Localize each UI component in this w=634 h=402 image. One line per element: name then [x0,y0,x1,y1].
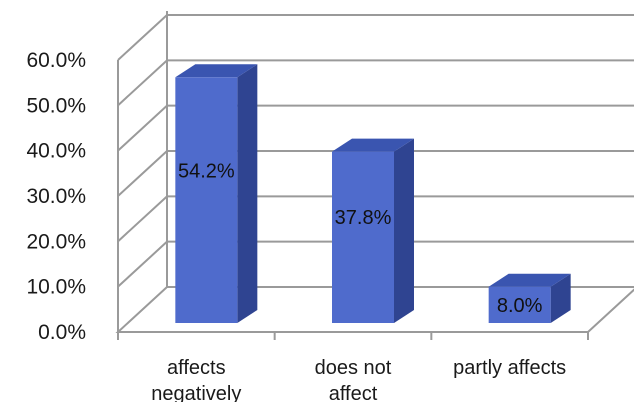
gridline-side [117,14,168,61]
x-category-label-line: partly affects [453,357,566,379]
data-labels: 54.2% 37.8% 8.0% [178,161,543,317]
x-category-label: partly affects [453,357,566,379]
gridline-side [117,104,168,152]
x-axis-category-labels: affects negatively does not affect partly af… [151,357,566,402]
x-category-label: does not affect [315,357,392,402]
y-tick-label: 10.0% [26,276,86,299]
bar-front [488,286,551,323]
y-tick-label: 60.0% [26,49,86,72]
bar-side [550,273,571,323]
bar-side [237,64,258,323]
gridline-side [117,240,168,288]
bar-top [488,273,571,287]
bar [175,64,258,323]
bar [488,273,571,323]
bar-front [332,151,394,323]
x-category-label-line: does not [315,357,392,379]
bars [175,64,571,323]
bar-front [175,77,238,323]
y-tick-label: 50.0% [26,94,86,117]
bar-top [332,138,414,152]
data-label: 37.8% [335,207,392,229]
x-category-label: affects negatively [151,357,241,402]
bar-top [175,64,258,78]
y-tick-label: 20.0% [26,230,86,253]
y-tick-label: 40.0% [26,140,86,163]
y-axis-tick-labels: 0.0% 10.0% 20.0% 30.0% 40.0% 50.0% 60.0% [26,49,86,344]
x-category-label-line: affects [167,357,226,379]
y-tick-label: 0.0% [38,321,86,344]
gridline-side [117,150,168,197]
bar-side [394,138,414,323]
x-category-label-line: negatively [151,383,241,402]
data-label: 8.0% [497,295,543,317]
y-tick-label: 30.0% [26,185,86,208]
bar [332,138,414,323]
gridline-side [117,195,168,243]
data-label: 54.2% [178,161,235,183]
x-category-label-line: affect [329,383,378,402]
gridline-side [117,59,168,107]
